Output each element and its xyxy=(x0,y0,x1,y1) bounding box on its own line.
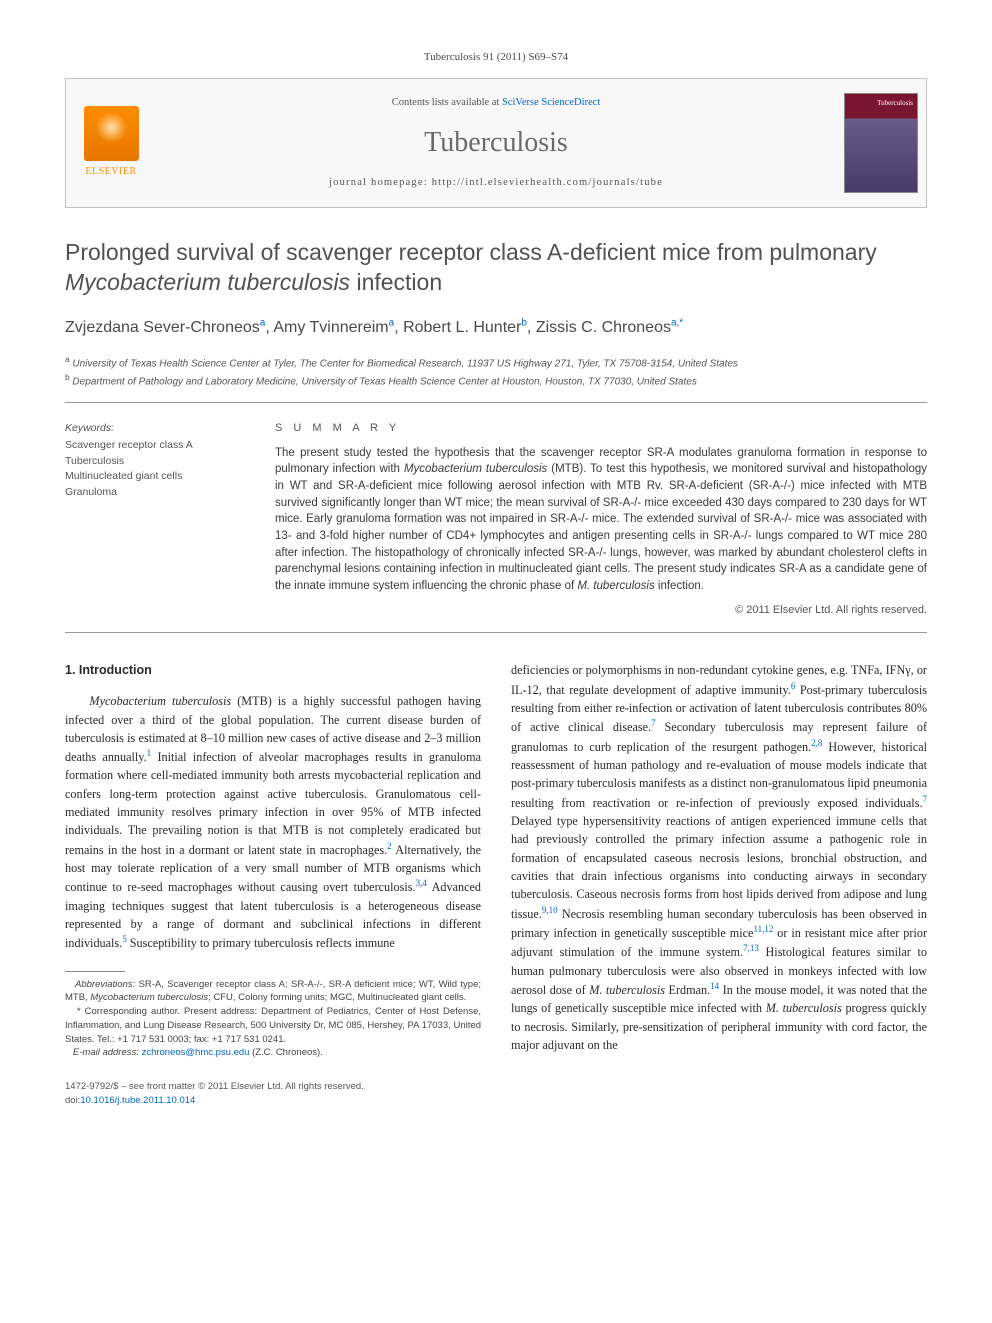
homepage-line: journal homepage: http://intl.elsevierhe… xyxy=(156,175,836,190)
abstract-row: Keywords: Scavenger receptor class A Tub… xyxy=(65,421,927,619)
intro-1e: Susceptibility to primary tuberculosis r… xyxy=(127,936,395,950)
affil-b-text: Department of Pathology and Laboratory M… xyxy=(72,377,696,388)
summary-head: S U M M A R Y xyxy=(275,421,927,437)
copyright-line: © 2011 Elsevier Ltd. All rights reserved… xyxy=(275,603,927,619)
affiliations: a University of Texas Health Science Cen… xyxy=(65,353,927,390)
ref-14[interactable]: 14 xyxy=(710,981,719,991)
intro-2e: Delayed type hypersensitivity reactions … xyxy=(511,814,927,921)
abbrev-label: Abbreviations: xyxy=(75,979,135,990)
page-root: Tuberculosis 91 (2011) S69–S74 ELSEVIER … xyxy=(0,0,992,1148)
intro-2i: Erdman. xyxy=(665,983,710,997)
issn-line: 1472-9792/$ – see front matter © 2011 El… xyxy=(65,1080,927,1094)
keywords-head: Keywords: xyxy=(65,421,245,436)
affil-a-text: University of Texas Health Science Cente… xyxy=(72,358,738,369)
title-suffix: infection xyxy=(350,269,442,295)
author-4-affil[interactable]: a,* xyxy=(671,317,683,328)
keyword-4: Granuloma xyxy=(65,485,245,501)
homepage-url[interactable]: http://intl.elsevierhealth.com/journals/… xyxy=(432,177,663,188)
abbrev-species: Mycobacterium tuberculosis xyxy=(90,992,208,1003)
intro-species-mt2: M. tuberculosis xyxy=(766,1001,842,1015)
title-species: Mycobacterium tuberculosis xyxy=(65,269,350,295)
doi-line: doi:10.1016/j.tube.2011.10.014 xyxy=(65,1094,927,1108)
footnote-separator xyxy=(65,971,125,972)
abbreviations-note: Abbreviations: SR-A, Scavenger receptor … xyxy=(65,978,481,1006)
summary-part-3: infection. xyxy=(655,580,704,592)
ref-1112[interactable]: 11,12 xyxy=(753,924,773,934)
intro-1b: Initial infection of alveolar macrophage… xyxy=(65,750,481,857)
ref-7b[interactable]: 7 xyxy=(923,794,928,804)
elsevier-label: ELSEVIER xyxy=(85,165,136,180)
author-list: Zvjezdana Sever-Chroneosa, Amy Tvinnerei… xyxy=(65,316,927,339)
affiliation-b: b Department of Pathology and Laboratory… xyxy=(65,371,927,389)
email-link[interactable]: zchroneos@hmc.psu.edu xyxy=(142,1047,250,1058)
elsevier-logo: ELSEVIER xyxy=(66,79,156,207)
keyword-2: Tuberculosis xyxy=(65,454,245,470)
intro-species: Mycobacterium tuberculosis xyxy=(89,694,231,708)
left-column-block: 1. Introduction Mycobacterium tuberculos… xyxy=(65,661,481,1060)
summary-text: The present study tested the hypothesis … xyxy=(275,445,927,595)
journal-name: Tuberculosis xyxy=(156,123,836,164)
contents-available-line: Contents lists available at SciVerse Sci… xyxy=(156,95,836,110)
ref-34[interactable]: 3,4 xyxy=(416,878,427,888)
corr-label: * Corresponding author. xyxy=(77,1006,180,1017)
title-text: Prolonged survival of scavenger receptor… xyxy=(65,239,877,265)
cover-image: Tuberculosis xyxy=(844,93,918,193)
email-note: E-mail address: zchroneos@hmc.psu.edu (Z… xyxy=(65,1046,481,1060)
footnotes: Abbreviations: SR-A, Scavenger receptor … xyxy=(65,978,481,1061)
intro-para-2: deficiencies or polymorphisms in non-red… xyxy=(511,661,927,1054)
running-citation: Tuberculosis 91 (2011) S69–S74 xyxy=(65,50,927,66)
section-1-head: 1. Introduction xyxy=(65,661,481,680)
journal-header: ELSEVIER Contents lists available at Sci… xyxy=(65,78,927,208)
header-center: Contents lists available at SciVerse Sci… xyxy=(156,79,836,207)
author-2: , Amy Tvinnereim xyxy=(265,319,388,336)
homepage-prefix: journal homepage: xyxy=(329,177,432,188)
ref-910[interactable]: 9,10 xyxy=(542,905,558,915)
author-1: Zvjezdana Sever-Chroneos xyxy=(65,319,260,336)
doi-link[interactable]: 10.1016/j.tube.2011.10.014 xyxy=(80,1095,195,1106)
keyword-3: Multinucleated giant cells xyxy=(65,469,245,485)
ref-28[interactable]: 2,8 xyxy=(811,738,822,748)
author-4: , Zissis C. Chroneos xyxy=(527,319,671,336)
article-title: Prolonged survival of scavenger receptor… xyxy=(65,238,927,298)
contents-prefix: Contents lists available at xyxy=(392,97,502,108)
summary-species-1: Mycobacterium tuberculosis xyxy=(404,463,547,475)
corresponding-note: * Corresponding author. Present address:… xyxy=(65,1005,481,1046)
doi-prefix: doi: xyxy=(65,1095,80,1106)
sciencedirect-link[interactable]: SciVerse ScienceDirect xyxy=(502,97,600,108)
keywords-column: Keywords: Scavenger receptor class A Tub… xyxy=(65,421,245,619)
divider-2 xyxy=(65,632,927,633)
intro-species-mt: M. tuberculosis xyxy=(589,983,665,997)
keyword-1: Scavenger receptor class A xyxy=(65,438,245,454)
divider-1 xyxy=(65,402,927,403)
affiliation-a: a University of Texas Health Science Cen… xyxy=(65,353,927,371)
ref-713[interactable]: 7,13 xyxy=(743,943,759,953)
footer-meta: 1472-9792/$ – see front matter © 2011 El… xyxy=(65,1080,927,1108)
summary-part-2: (MTB). To test this hypothesis, we monit… xyxy=(275,463,927,592)
body-text: 1. Introduction Mycobacterium tuberculos… xyxy=(65,661,927,1060)
intro-para-1: Mycobacterium tuberculosis (MTB) is a hi… xyxy=(65,692,481,952)
summary-column: S U M M A R Y The present study tested t… xyxy=(275,421,927,619)
summary-species-2: M. tuberculosis xyxy=(577,580,654,592)
abbrev-text2: ; CFU, Colony forming units; MGC, Multin… xyxy=(208,992,466,1003)
email-suffix: (Z.C. Chroneos). xyxy=(249,1047,322,1058)
cover-thumbnail: Tuberculosis xyxy=(836,79,926,207)
elsevier-tree-icon xyxy=(84,106,139,161)
author-3: , Robert L. Hunter xyxy=(394,319,521,336)
cover-title: Tuberculosis xyxy=(877,98,913,108)
email-label: E-mail address: xyxy=(73,1047,139,1058)
